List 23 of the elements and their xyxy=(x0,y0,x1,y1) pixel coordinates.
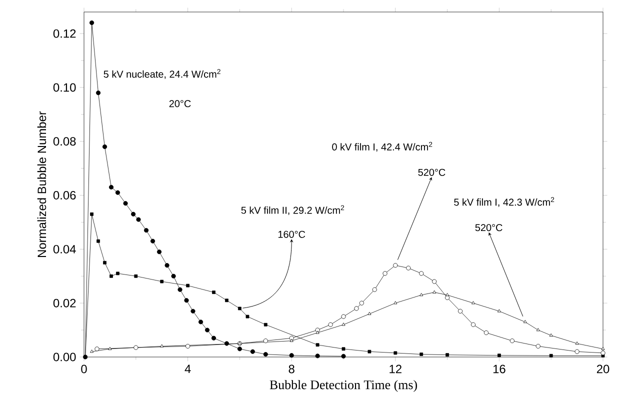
x-tick-label: 8 xyxy=(288,364,294,374)
annotation: 160°C xyxy=(278,230,306,238)
annotation: 20°C xyxy=(169,100,191,108)
x-tick-label: 20 xyxy=(596,364,610,374)
annotation: 520°C xyxy=(475,224,502,232)
x-axis-title: Bubble Detection Time (ms) xyxy=(270,380,417,392)
x-tick-label: 16 xyxy=(493,364,506,374)
x-tick-label: 4 xyxy=(184,364,191,373)
y-tick-label: 0.12 xyxy=(53,29,76,38)
annotation: 5 kV film II, 29.2 W/cm$^{2}$ xyxy=(241,205,344,215)
y-tick-label: 0.00 xyxy=(53,352,76,362)
y-axis-title: Normalized Bubble Number xyxy=(37,111,46,257)
y-tick-label: 0.10 xyxy=(53,83,76,92)
y-tick-label: 0.08 xyxy=(53,137,76,146)
annotation: 5 kV nucleate, 24.4 W/cm$^{2}$ xyxy=(104,69,220,79)
y-tick-label: 0.06 xyxy=(53,191,76,200)
annotation: 5 kV film I, 42.3 W/cm$^{2}$ xyxy=(454,197,554,207)
annotation: 520°C xyxy=(418,168,446,176)
y-tick-label: 0.02 xyxy=(53,298,76,308)
x-tick-label: 0 xyxy=(81,364,87,374)
annotation: 0 kV film I, 42.4 W/cm$^{2}$ xyxy=(332,142,432,152)
x-tick-label: 12 xyxy=(390,364,402,374)
y-tick-label: 0.04 xyxy=(53,244,76,254)
